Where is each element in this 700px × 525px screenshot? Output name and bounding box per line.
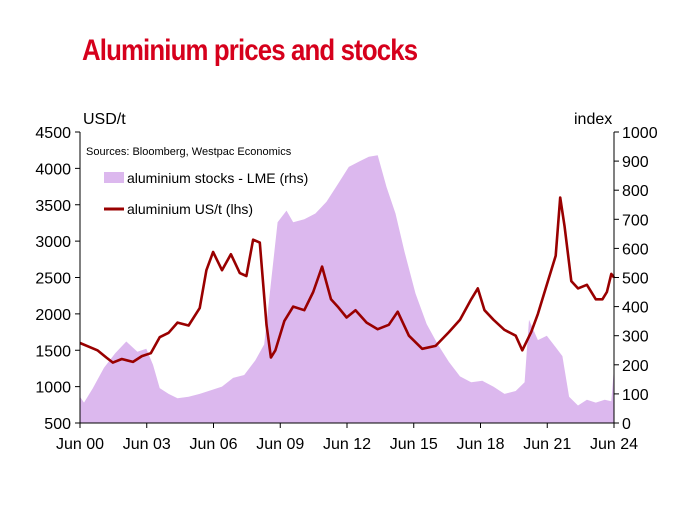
- y-left-tick-label: 1500: [35, 343, 71, 360]
- stocks-area-layer: [80, 155, 614, 424]
- x-tick-label: Jun 00: [56, 436, 104, 453]
- y-axis-left-label: USD/t: [83, 111, 126, 128]
- price-line-layer: [79, 196, 616, 364]
- y-right-tick-label: 700: [622, 212, 649, 229]
- y-right-tick-label: 300: [622, 329, 649, 346]
- chart-title: Aluminium prices and stocks: [82, 34, 418, 67]
- source-note: Sources: Bloomberg, Westpac Economics: [86, 146, 292, 158]
- x-tick-label: Jun 12: [323, 436, 371, 453]
- y-right-tick-label: 900: [622, 154, 649, 171]
- y-right-tick-label: 100: [622, 387, 649, 404]
- stocks-area: [80, 155, 614, 424]
- y-left-tick-label: 4500: [35, 125, 71, 142]
- y-left-tick-label: 500: [44, 416, 71, 433]
- y-right-tick-label: 400: [622, 300, 649, 317]
- y-left-tick-label: 3000: [35, 234, 71, 251]
- y-right-tick-label: 0: [622, 416, 631, 433]
- y-right-tick-label: 200: [622, 358, 649, 375]
- y-left-tick-label: 4000: [35, 161, 71, 178]
- legend-label-stocks: aluminium stocks - LME (rhs): [127, 170, 308, 186]
- x-tick-label: Jun 03: [123, 436, 171, 453]
- x-tick-label: Jun 09: [256, 436, 304, 453]
- y-left-tick-label: 2500: [35, 271, 71, 288]
- y-left-tick-label: 1000: [35, 380, 71, 397]
- y-right-tick-label: 600: [622, 241, 649, 258]
- y-axis-right-label: index: [574, 111, 612, 128]
- legend-label-price: aluminium US/t (lhs): [127, 201, 253, 217]
- y-right-tick-label: 800: [622, 183, 649, 200]
- x-tick-label: Jun 24: [590, 436, 638, 453]
- x-tick-label: Jun 06: [189, 436, 237, 453]
- tick-labels: 500 1000 1500 2000 2500 3000 3500 4000 4500 0 100 2…: [35, 125, 657, 453]
- x-tick-label: Jun 15: [390, 436, 438, 453]
- axes: [75, 131, 619, 428]
- legend-swatch-stocks: [104, 172, 124, 183]
- y-left-tick-label: 2000: [35, 307, 71, 324]
- y-right-tick-label: 1000: [622, 125, 658, 142]
- x-tick-label: Jun 18: [456, 436, 504, 453]
- y-right-tick-label: 500: [622, 271, 649, 288]
- price-line: [79, 196, 616, 364]
- legend: aluminium stocks - LME (rhs) aluminium U…: [104, 170, 308, 217]
- y-left-tick-label: 3500: [35, 198, 71, 215]
- x-tick-label: Jun 21: [523, 436, 571, 453]
